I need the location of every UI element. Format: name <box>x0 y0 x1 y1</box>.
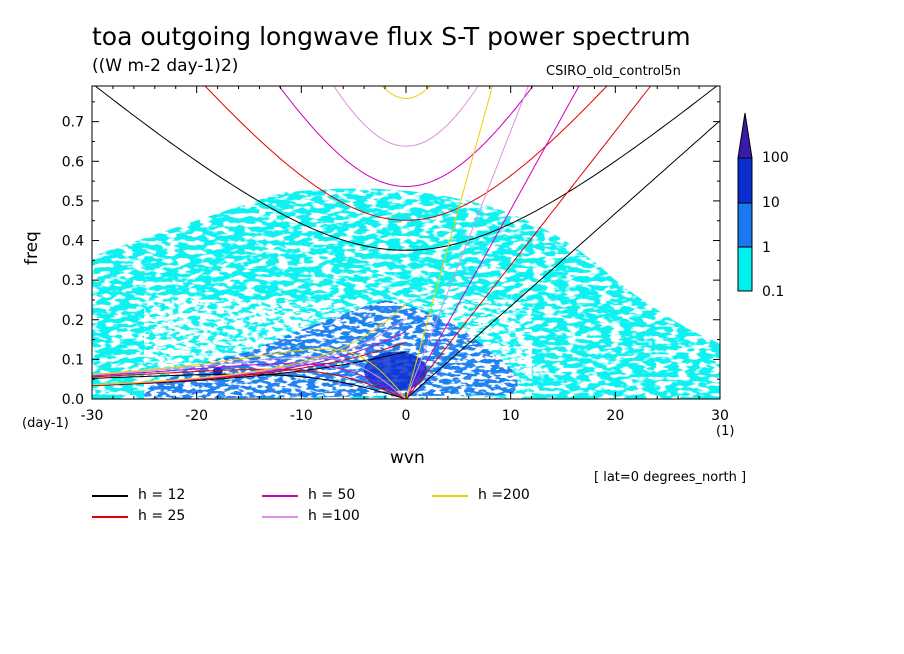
y-tick-label: 0.0 <box>62 392 84 408</box>
legend-swatch <box>262 516 298 518</box>
kelvin-wave-curve <box>405 86 529 399</box>
x-axis-label: wvn <box>390 448 425 468</box>
colorbar-label: 10 <box>762 195 780 211</box>
y-tick-label: 0.4 <box>62 234 84 250</box>
power-band-10 <box>212 367 223 376</box>
kelvin-wave-curve <box>405 120 720 399</box>
y-tick-label: 0.2 <box>62 313 84 329</box>
y-unit-label: (day-1) <box>22 416 69 431</box>
gravity-wave-curve <box>204 86 608 221</box>
kelvin-wave-curve <box>405 86 580 399</box>
kelvin-wave-curve <box>405 86 652 399</box>
y-tick-label: 0.1 <box>62 352 84 368</box>
y-tick-label: 0.7 <box>62 115 84 131</box>
rossby-wave-curve <box>92 348 407 399</box>
y-axis-label: freq <box>22 231 42 265</box>
colorbar-segment <box>737 202 753 248</box>
gravity-wave-curve <box>333 86 479 147</box>
colorbar-arrow <box>737 112 753 159</box>
rossby-wave-curve <box>92 363 407 399</box>
x-tick-label: -10 <box>290 408 313 424</box>
legend-label: h = 12 <box>138 487 186 503</box>
legend-label: h =100 <box>308 508 360 524</box>
rossby-wave-curve <box>92 368 407 399</box>
colorbar-label: 100 <box>762 150 789 166</box>
y-tick-label: 0.6 <box>62 154 84 170</box>
legend-label: h = 25 <box>138 508 186 524</box>
mrg-wave-curve <box>92 303 407 386</box>
chart-title: toa outgoing longwave flux S-T power spe… <box>92 22 691 51</box>
rossby-wave-curve <box>92 356 407 399</box>
gravity-wave-curve <box>94 86 718 251</box>
y-tick-label: 0.3 <box>62 273 84 289</box>
x-tick-label: -30 <box>81 408 104 424</box>
colorbar-label: 0.1 <box>762 284 784 300</box>
chart-units: ((W m-2 day-1)2) <box>92 56 239 76</box>
legend-swatch <box>92 495 128 497</box>
x-unit-label: (1) <box>716 424 735 439</box>
colorbar-segment <box>737 246 753 292</box>
gravity-wave-curve <box>278 86 534 188</box>
legend-swatch <box>92 516 128 518</box>
colorbar-segment <box>737 157 753 204</box>
kelvin-wave-curve <box>405 86 494 399</box>
x-tick-label: 20 <box>606 408 624 424</box>
legend-label: h = 50 <box>308 487 356 503</box>
dispersion-h200 <box>92 86 494 399</box>
x-tick-label: 30 <box>711 408 729 424</box>
region-label: [ lat=0 degrees_north ] <box>594 470 747 485</box>
legend-swatch <box>262 495 298 497</box>
y-tick-label: 0.5 <box>62 194 84 210</box>
gravity-wave-curve <box>381 86 431 100</box>
colorbar-label: 1 <box>762 240 771 256</box>
x-tick-label: -20 <box>185 408 208 424</box>
x-tick-label: 10 <box>502 408 520 424</box>
legend-label: h =200 <box>478 487 530 503</box>
x-tick-label: 0 <box>402 408 411 424</box>
dataset-label: CSIRO_old_control5n <box>546 64 681 79</box>
legend-swatch <box>432 495 468 497</box>
